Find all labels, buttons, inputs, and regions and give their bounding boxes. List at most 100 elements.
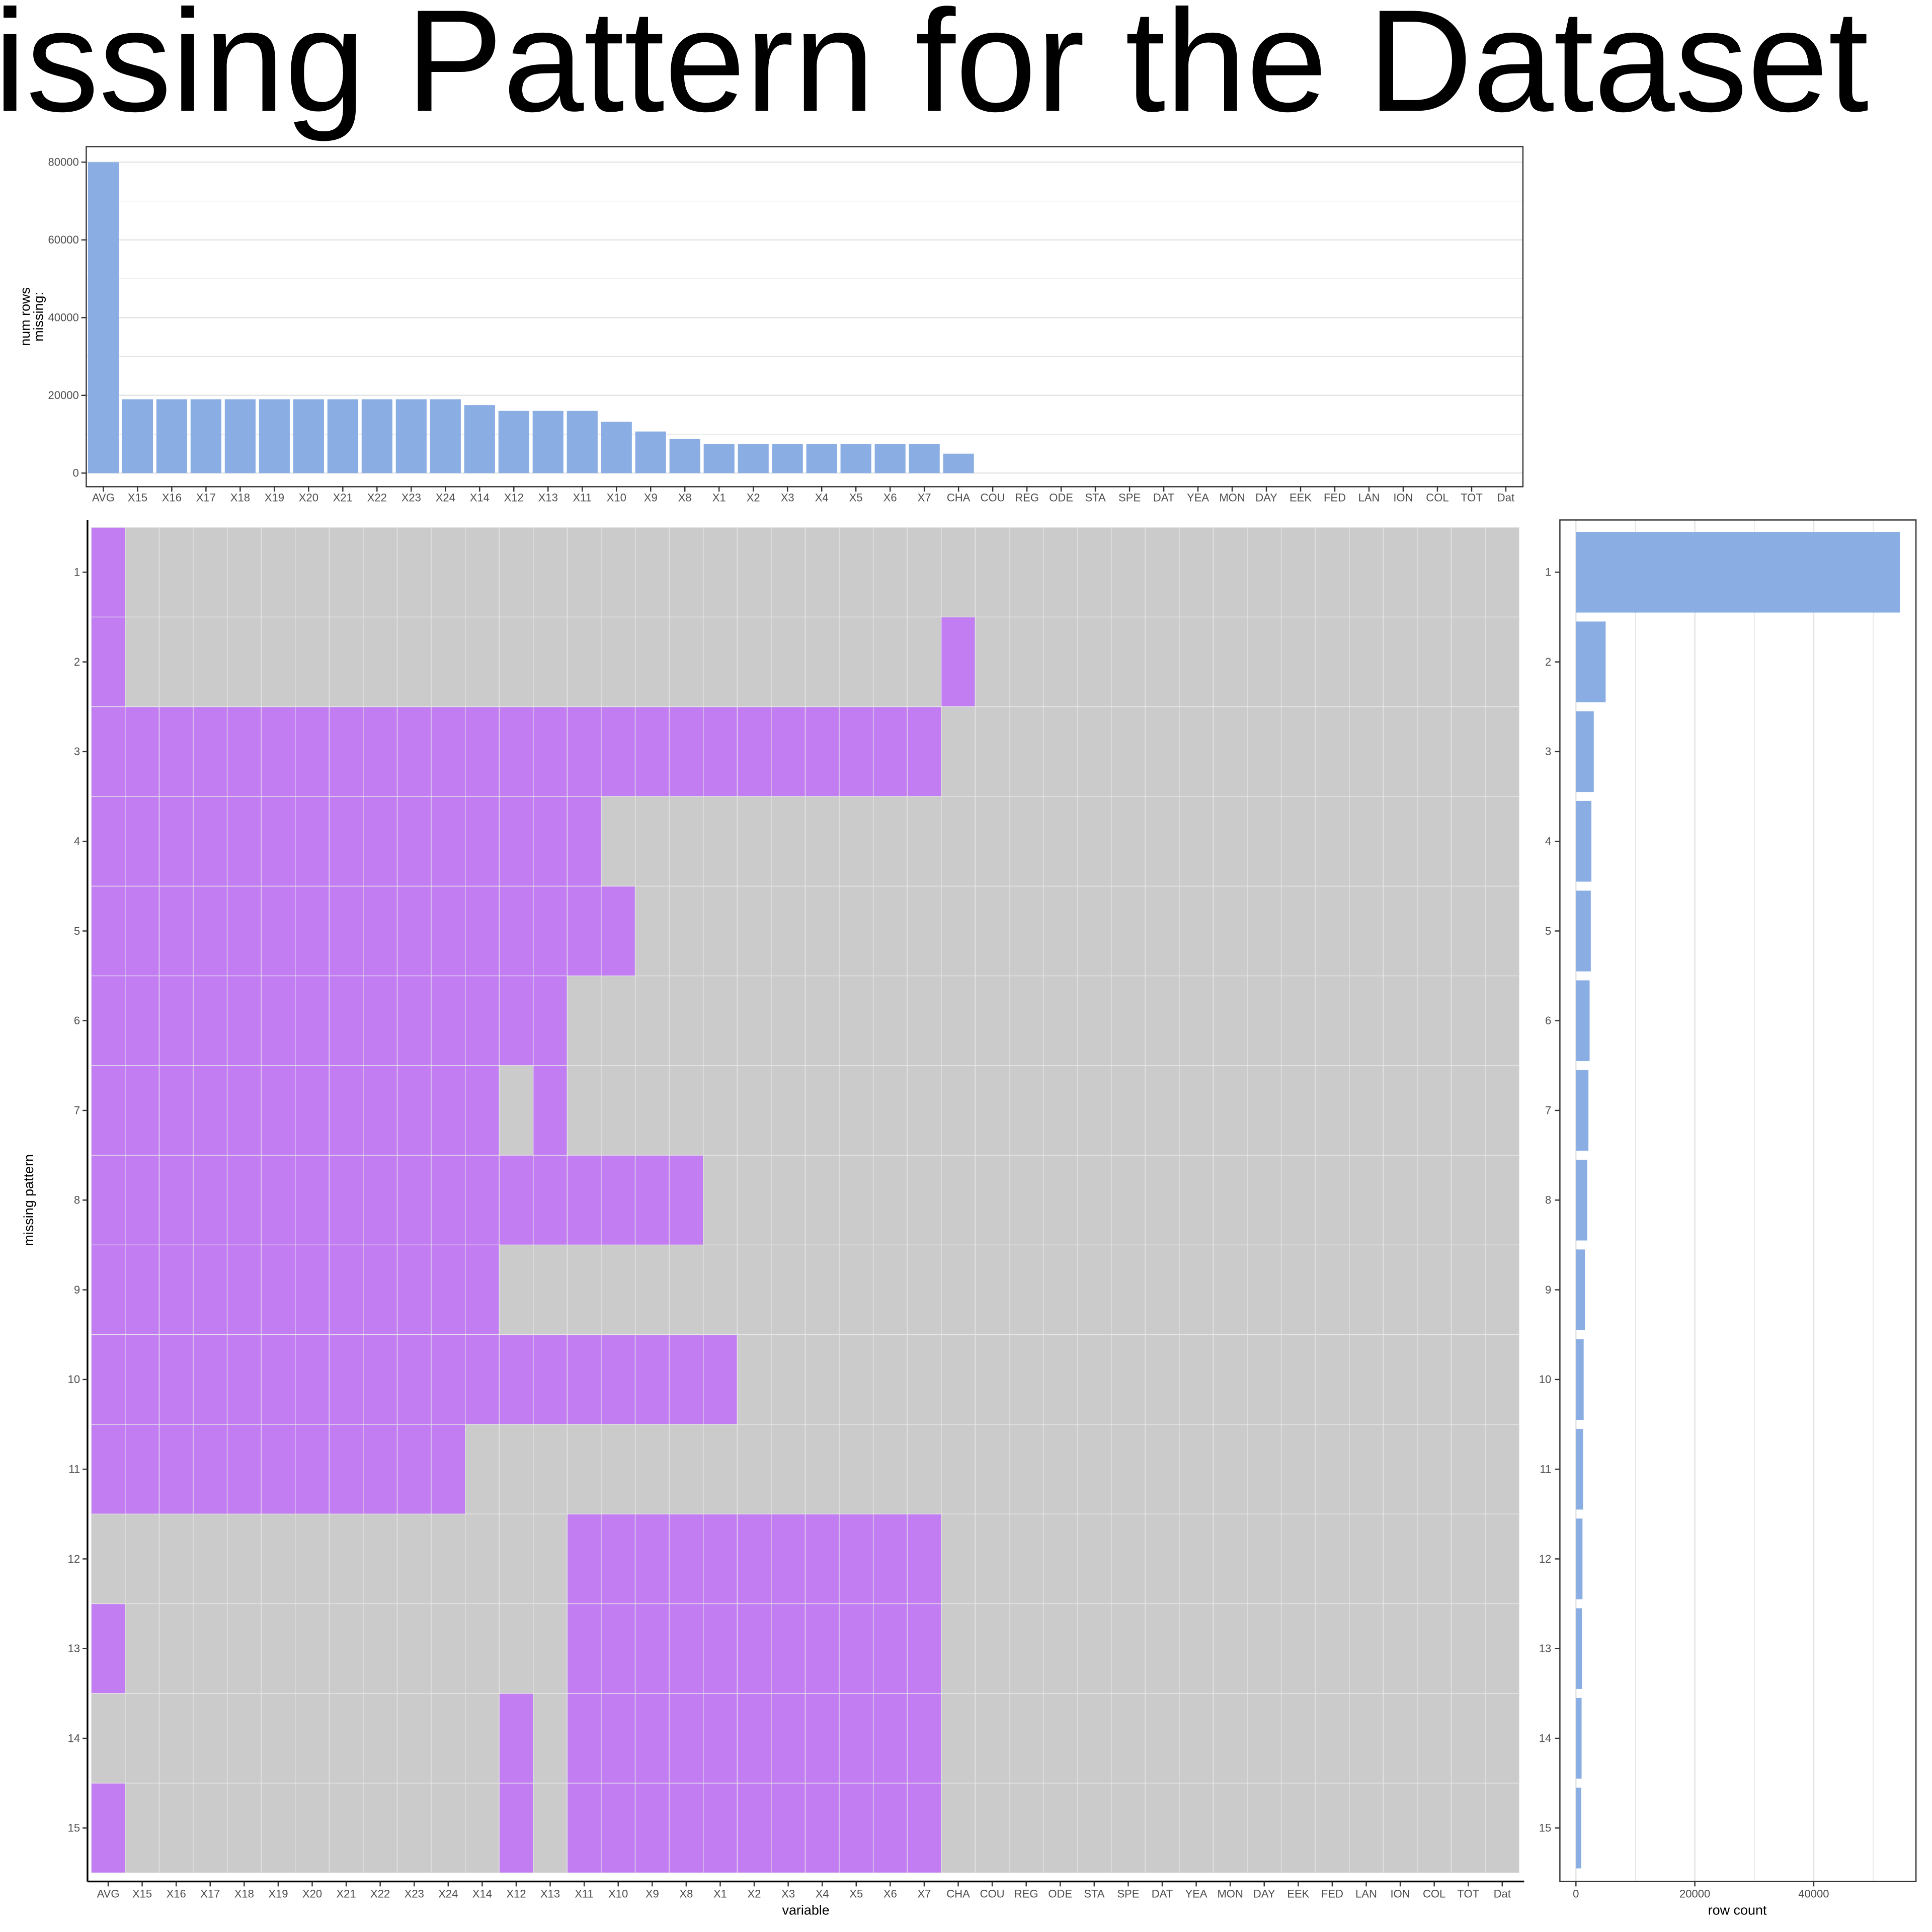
pattern-cell-6-AVG [91,975,126,1066]
pattern-cell-7-CHA [941,1065,976,1156]
pattern-cell-14-X16 [158,1693,194,1784]
pattern-cell-7-X12 [499,1065,534,1156]
pattern-cell-11-X8 [669,1424,704,1514]
pattern-cell-9-SPE [1111,1244,1146,1335]
right-ytick-label: 14 [1539,1732,1552,1744]
top-xtick-label: MON [1219,492,1245,504]
pattern-cell-2-YEA [1179,616,1214,707]
pattern-cell-9-CHA [941,1244,976,1335]
pattern-cell-4-X24 [431,796,466,887]
pattern-cell-5-X5 [839,886,874,977]
pattern-cell-15-X21 [329,1783,364,1874]
main-xtick-label: X3 [781,1887,795,1900]
pattern-cell-10-X16 [158,1334,194,1425]
pattern-cell-9-X6 [872,1244,908,1335]
pattern-cell-12-X14 [464,1513,500,1604]
pattern-cell-3-X11 [567,706,602,797]
pattern-cell-4-X12 [499,796,534,887]
pattern-cell-13-LAN [1349,1603,1384,1694]
pattern-cell-8-X7 [907,1155,942,1246]
pattern-cell-14-X3 [771,1693,806,1784]
top-xtick-label: REG [1015,492,1039,504]
pattern-cell-4-CHA [941,796,976,887]
pattern-cell-2-SPE [1111,616,1146,707]
pattern-cell-5-DAY [1247,886,1282,977]
top-bar-X8 [669,439,700,473]
pattern-cell-15-AVG [91,1783,126,1874]
pattern-cell-7-X8 [669,1065,704,1156]
right-xtick-label: 40000 [1798,1887,1829,1900]
top-bar-CHA [943,453,974,473]
top-xtick-label: YEA [1187,492,1209,504]
pattern-cell-6-EEK [1280,975,1316,1066]
pattern-cell-10-X5 [839,1334,874,1425]
pattern-cell-2-TOT [1451,616,1486,707]
pattern-cell-3-YEA [1179,706,1214,797]
main-xtick-label: X9 [646,1887,659,1900]
pattern-cell-6-X1 [703,975,738,1066]
pattern-cell-7-DAY [1247,1065,1282,1156]
row-count-bar-7 [1576,1070,1589,1151]
pattern-cell-6-DAY [1247,975,1282,1066]
pattern-cell-13-AVG [91,1603,126,1694]
top-xtick-label: X22 [367,492,387,504]
pattern-cell-7-X3 [771,1065,806,1156]
pattern-cell-15-X4 [804,1783,840,1874]
pattern-cell-10-CHA [941,1334,976,1425]
main-xtick-label: DAT [1152,1887,1173,1900]
pattern-cell-11-SPE [1111,1424,1146,1514]
pattern-cell-4-ION [1383,796,1418,887]
pattern-cell-11-X23 [396,1424,432,1514]
right-ytick-label: 6 [1545,1014,1551,1027]
pattern-cell-15-TOT [1451,1783,1486,1874]
pattern-cell-14-X21 [329,1693,364,1784]
pattern-cell-11-X7 [907,1424,942,1514]
pattern-cell-12-TOT [1451,1513,1486,1604]
right-panel-border [1559,519,1917,1882]
pattern-cell-10-COU [975,1334,1010,1425]
pattern-cell-7-X15 [125,1065,159,1156]
pattern-cell-12-COU [975,1513,1010,1604]
pattern-cell-5-FED [1315,886,1350,977]
pattern-cell-7-X22 [363,1065,398,1156]
pattern-cell-7-MON [1213,1065,1248,1156]
main-xtick-label: X11 [575,1887,594,1900]
pattern-cell-6-X16 [158,975,194,1066]
pattern-cell-6-LAN [1349,975,1384,1066]
pattern-cell-15-COL [1417,1783,1452,1874]
pattern-cell-1-X12 [499,527,534,618]
pattern-cell-5-X17 [193,886,228,977]
main-xtick-label: X12 [506,1887,526,1900]
pattern-cell-13-X10 [601,1603,636,1694]
top-bar-X18 [224,399,256,473]
pattern-cell-3-X12 [499,706,534,797]
pattern-cell-10-X23 [396,1334,432,1425]
pattern-cell-12-X23 [396,1513,432,1604]
pattern-cell-8-EEK [1280,1155,1316,1246]
pattern-cell-14-X13 [533,1693,568,1784]
main-xtick-label: EEK [1287,1887,1309,1900]
pattern-cell-10-STA [1077,1334,1112,1425]
top-bar-X1 [703,444,735,473]
pattern-cell-11-COL [1417,1424,1452,1514]
pattern-cell-9-COU [975,1244,1010,1335]
pattern-cell-6-X11 [567,975,602,1066]
pattern-cell-12-ODE [1042,1513,1078,1604]
pattern-cell-9-X8 [669,1244,704,1335]
pattern-cell-10-X19 [261,1334,296,1425]
pattern-cell-14-X24 [431,1693,466,1784]
pattern-cell-10-X12 [499,1334,534,1425]
pattern-cell-15-X17 [193,1783,228,1874]
pattern-cell-1-X3 [771,527,806,618]
pattern-cell-13-ODE [1042,1603,1078,1694]
pattern-cell-1-X7 [907,527,942,618]
pattern-cell-12-SPE [1111,1513,1146,1604]
pattern-cell-5-X12 [499,886,534,977]
right-ytick-label: 1 [1545,566,1551,579]
pattern-cell-7-X13 [533,1065,568,1156]
pattern-cell-2-X20 [295,616,330,707]
pattern-cell-11-X2 [737,1424,772,1514]
pattern-cell-11-ION [1383,1424,1418,1514]
top-xtick-label: X2 [747,492,760,504]
